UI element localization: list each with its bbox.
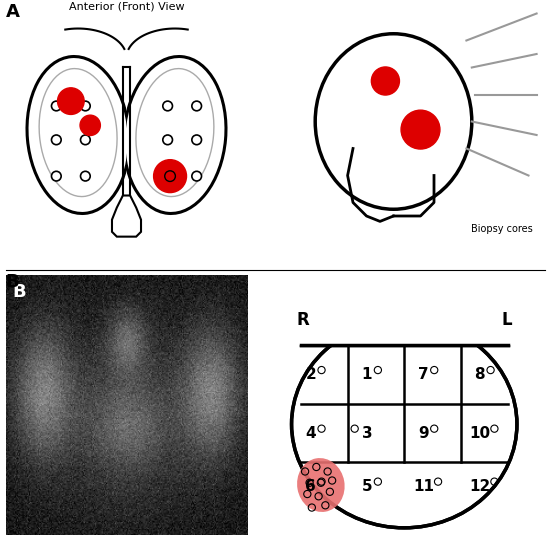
- Circle shape: [371, 67, 399, 95]
- Polygon shape: [112, 195, 141, 237]
- Text: 10: 10: [469, 426, 490, 441]
- Text: B: B: [13, 283, 26, 301]
- Bar: [269, 255, 540, 345]
- Text: L: L: [502, 312, 513, 329]
- Circle shape: [52, 171, 61, 181]
- Bar: [269, 255, 540, 345]
- Circle shape: [52, 101, 61, 111]
- Text: 7: 7: [418, 367, 428, 382]
- Circle shape: [80, 171, 90, 181]
- Text: 11: 11: [413, 478, 434, 494]
- Text: 1: 1: [362, 367, 372, 382]
- Ellipse shape: [292, 320, 517, 528]
- Circle shape: [192, 135, 201, 145]
- Text: A: A: [6, 3, 19, 21]
- Circle shape: [52, 135, 61, 145]
- Text: B: B: [6, 273, 19, 291]
- Circle shape: [80, 101, 90, 111]
- Circle shape: [401, 110, 440, 149]
- Circle shape: [192, 101, 201, 111]
- Text: R: R: [296, 312, 309, 329]
- Circle shape: [153, 160, 186, 193]
- Circle shape: [192, 171, 201, 181]
- Text: 6: 6: [305, 478, 316, 494]
- Text: 2: 2: [305, 367, 316, 382]
- Ellipse shape: [297, 458, 345, 512]
- Circle shape: [163, 171, 173, 181]
- Circle shape: [163, 101, 173, 111]
- Text: Biopsy cores: Biopsy cores: [471, 225, 532, 234]
- Ellipse shape: [315, 33, 472, 209]
- Circle shape: [58, 88, 84, 114]
- Text: 12: 12: [469, 478, 491, 494]
- Circle shape: [163, 135, 173, 145]
- Text: 5: 5: [362, 478, 372, 494]
- Text: 8: 8: [475, 367, 485, 382]
- Text: 4: 4: [305, 426, 316, 441]
- Ellipse shape: [124, 57, 226, 213]
- Text: 3: 3: [362, 426, 372, 441]
- Circle shape: [80, 115, 100, 136]
- Title: Anterior (Front) View: Anterior (Front) View: [69, 2, 184, 12]
- Circle shape: [80, 135, 90, 145]
- Text: 9: 9: [418, 426, 428, 441]
- Ellipse shape: [27, 57, 129, 213]
